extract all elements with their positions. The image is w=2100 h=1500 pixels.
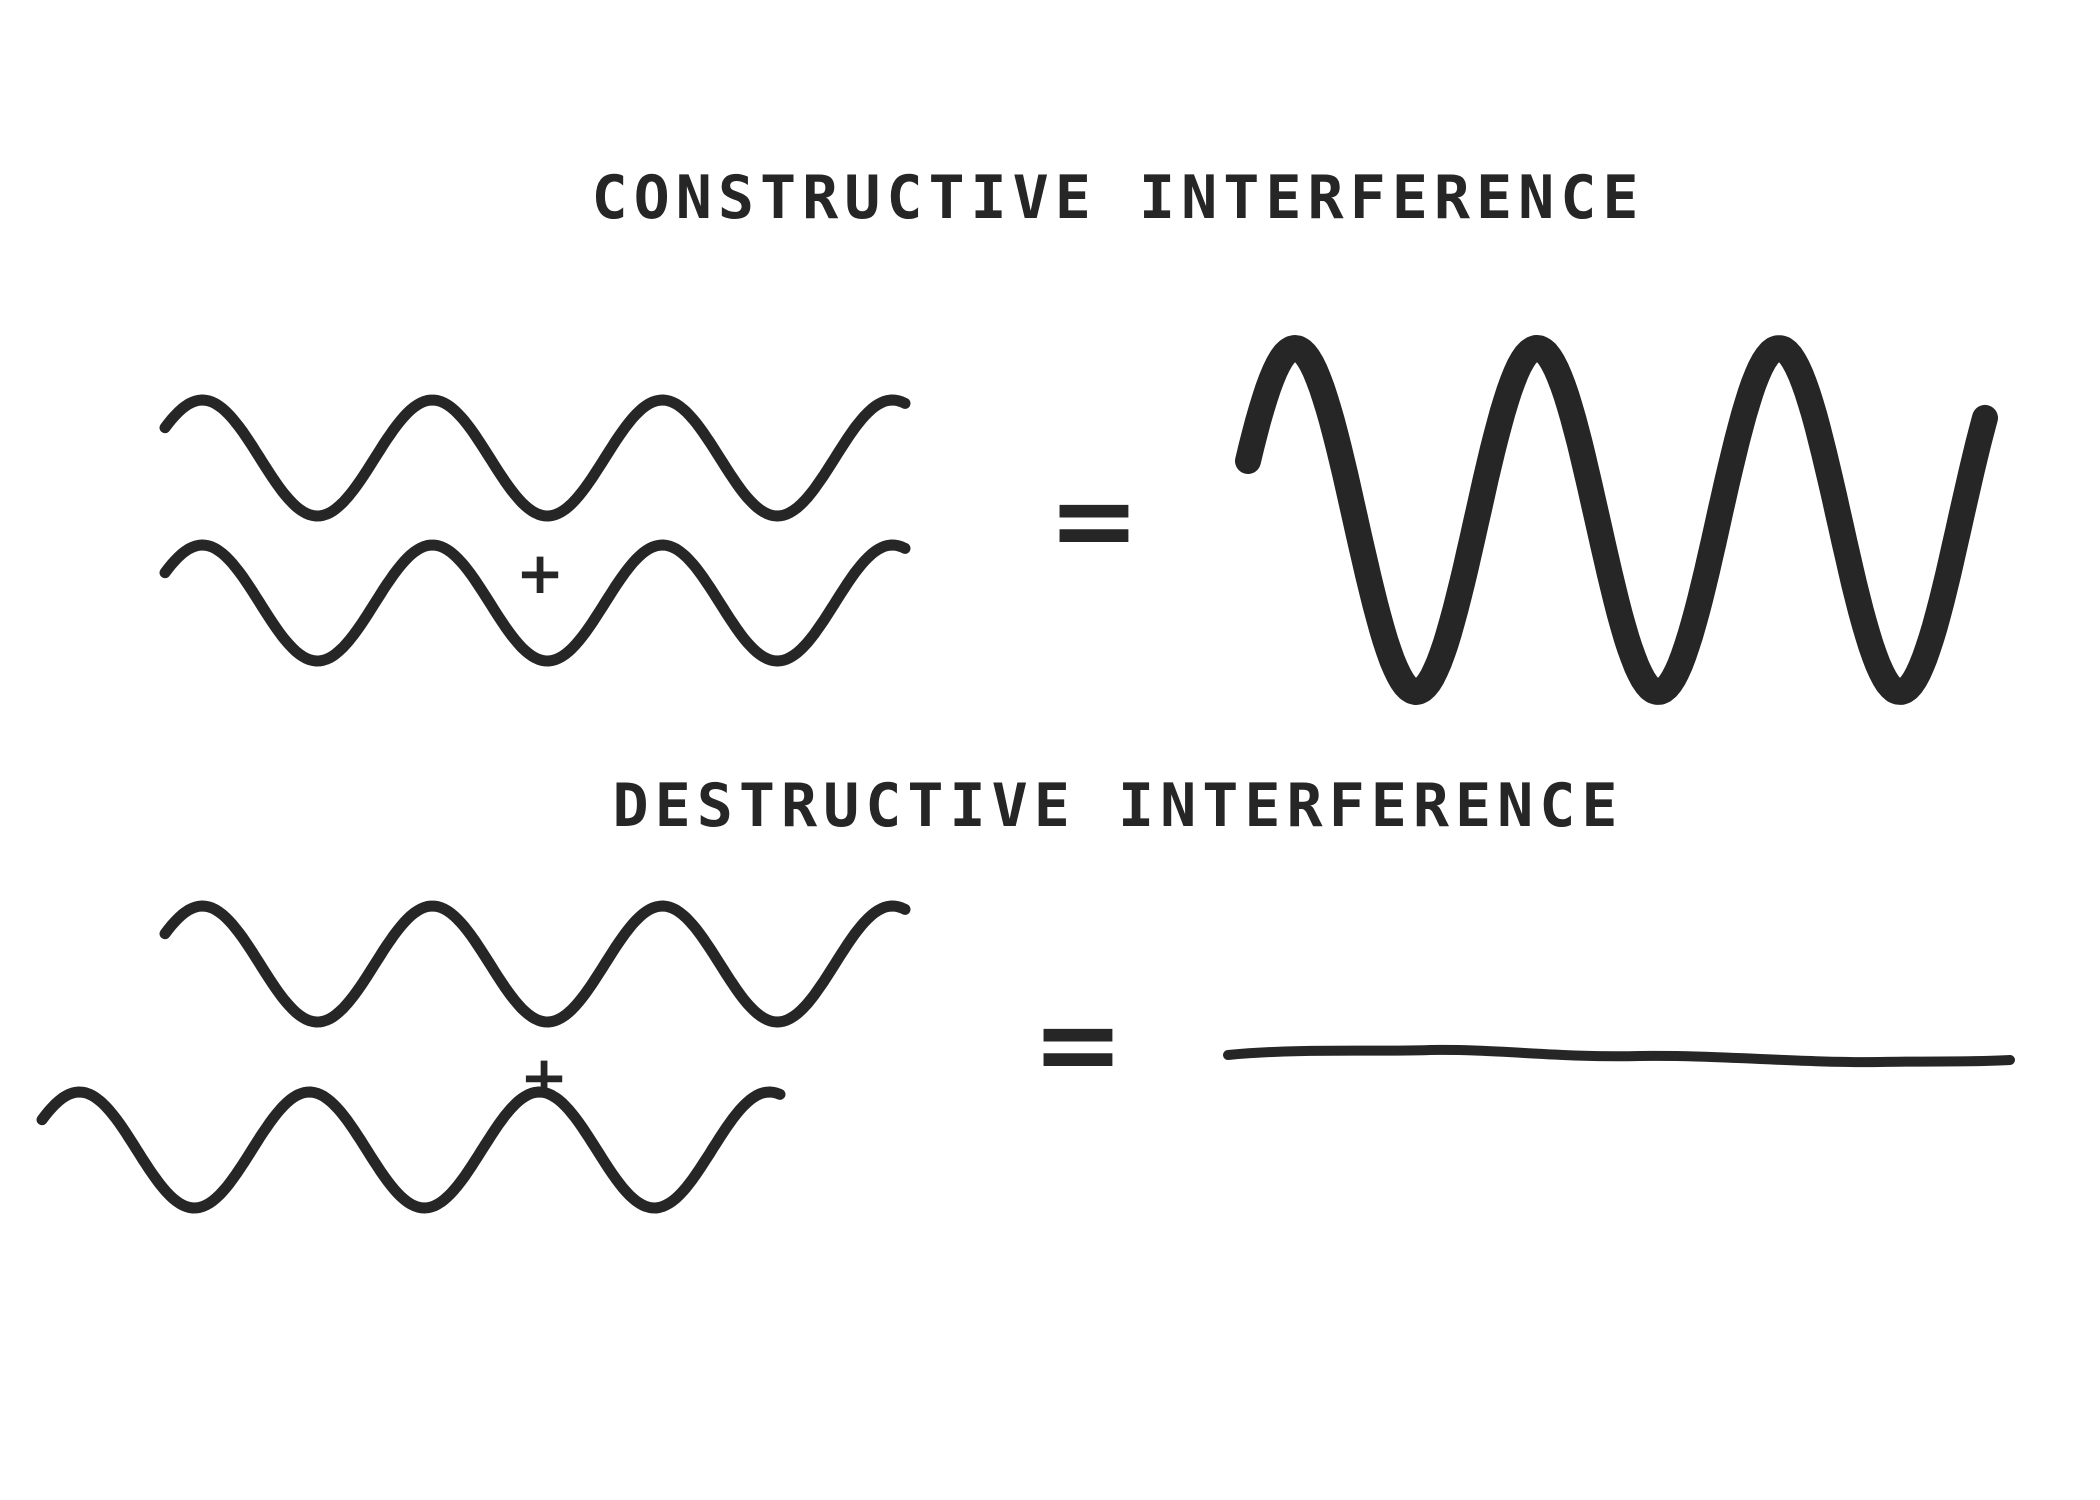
destructive-title: DESTRUCTIVE INTERFERENCE xyxy=(613,771,1624,841)
destructive-result-flat-line xyxy=(1228,1050,2010,1062)
constructive-plus-sign: + xyxy=(516,539,565,607)
constructive-result-wave xyxy=(1248,348,1985,692)
constructive-equals-sign: = xyxy=(1048,456,1140,584)
constructive-title: CONSTRUCTIVE INTERFERENCE xyxy=(591,163,1644,233)
destructive-wave-2 xyxy=(42,1092,780,1208)
constructive-wave-1 xyxy=(165,400,905,516)
destructive-equals-sign: = xyxy=(1032,980,1124,1108)
destructive-wave-1 xyxy=(165,906,905,1022)
